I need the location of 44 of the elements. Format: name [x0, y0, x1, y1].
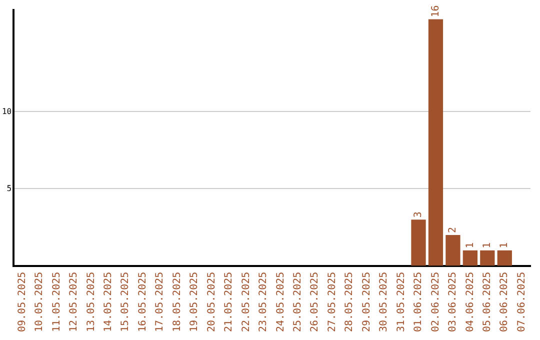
data-label: 2 [448, 226, 459, 233]
x-tick-label: 20.05.2025 [206, 272, 218, 332]
data-label: 1 [499, 242, 510, 248]
x-tick-label: 22.05.2025 [240, 272, 252, 332]
x-tick-label: 24.05.2025 [275, 272, 286, 332]
x-tick-label: 30.05.2025 [378, 272, 390, 332]
data-label: 1 [482, 242, 494, 248]
bar [497, 250, 512, 266]
x-tick-label: 07.06.2025 [516, 272, 528, 332]
x-tick-label: 04.06.2025 [464, 272, 476, 332]
data-label: 16 [430, 5, 442, 18]
x-tick-label: 13.05.2025 [86, 272, 97, 332]
x-tick-label: 19.05.2025 [189, 272, 200, 332]
x-tick-label: 15.05.2025 [120, 272, 132, 332]
x-tick-label: 27.05.2025 [326, 272, 338, 332]
x-tick-label: 23.05.2025 [258, 272, 270, 332]
bar [462, 250, 478, 266]
x-tick-label: 31.05.2025 [396, 272, 407, 332]
x-tick-label: 25.05.2025 [292, 272, 304, 332]
data-label: 3 [413, 212, 424, 218]
x-tick-label: 03.06.2025 [448, 272, 459, 332]
x-tick-label: 05.06.2025 [482, 272, 494, 332]
x-tick-label: 11.05.2025 [51, 272, 62, 332]
x-tick-label: 06.06.2025 [499, 272, 510, 332]
x-tick-label: 10.05.2025 [34, 272, 46, 332]
x-tick-label: 01.06.2025 [413, 272, 424, 332]
x-tick-label: 21.05.2025 [224, 272, 235, 332]
x-tick-label: 09.05.2025 [16, 272, 28, 332]
x-tick-label: 14.05.2025 [102, 272, 114, 332]
bar [428, 19, 444, 266]
data-label: 1 [464, 242, 476, 248]
bar [411, 220, 426, 266]
x-tick-label: 02.06.2025 [430, 272, 442, 332]
y-tick-label: 10 [2, 106, 12, 116]
x-tick-label: 28.05.2025 [344, 272, 356, 332]
y-tick-label: 5 [6, 184, 12, 193]
x-tick-label: 12.05.2025 [68, 272, 80, 332]
x-tick-label: 18.05.2025 [172, 272, 183, 332]
x-tick-label: 16.05.2025 [137, 272, 148, 332]
x-tick-label: 17.05.2025 [154, 272, 166, 332]
bar [480, 250, 495, 266]
bar [446, 234, 460, 266]
x-tick-label: 26.05.2025 [310, 272, 321, 332]
x-tick-label: 29.05.2025 [361, 272, 372, 332]
